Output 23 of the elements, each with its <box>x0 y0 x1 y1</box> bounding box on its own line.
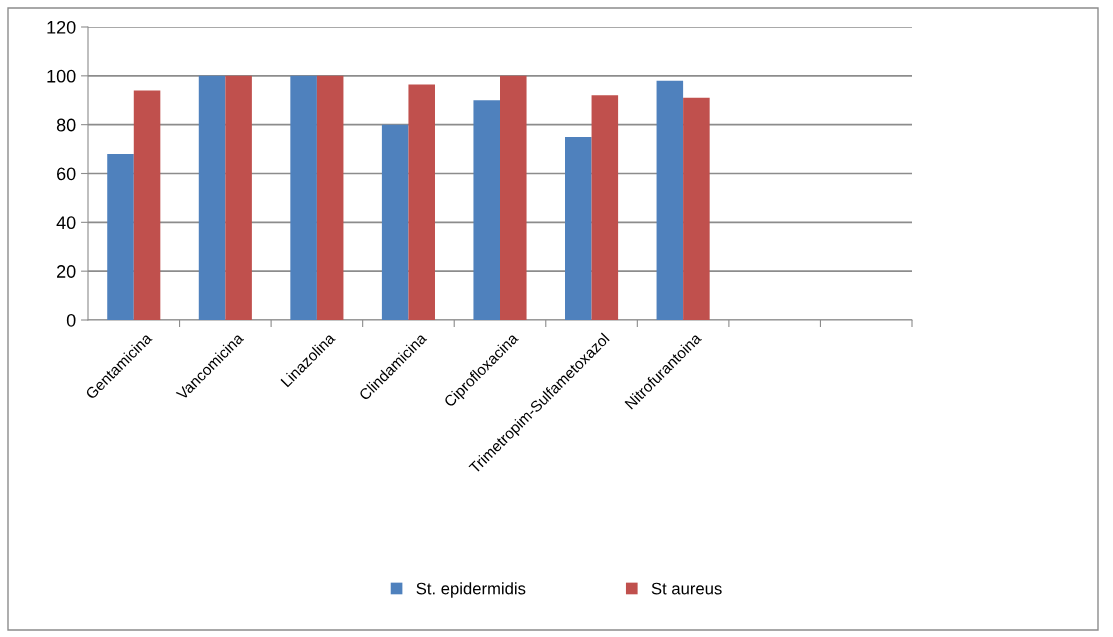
y-tick-label: 80 <box>56 118 76 132</box>
bar <box>656 80 684 320</box>
bar <box>198 75 226 320</box>
bar <box>107 153 134 320</box>
bar <box>591 95 619 320</box>
bar <box>290 75 317 320</box>
legend-label: St aureus <box>651 582 722 595</box>
bar <box>565 136 592 320</box>
bar <box>473 100 500 320</box>
bar <box>225 75 252 320</box>
legend-label: St. epidermidis <box>416 582 526 598</box>
y-tick-label: 100 <box>47 69 76 83</box>
y-tick-label: 0 <box>66 313 76 327</box>
bar <box>408 84 435 320</box>
bar <box>500 75 527 320</box>
bar <box>683 97 710 320</box>
bar <box>316 75 344 320</box>
y-tick-label: 20 <box>57 265 76 278</box>
y-tick-label: 40 <box>56 216 76 230</box>
bar <box>381 124 409 320</box>
y-tick-label: 60 <box>57 167 76 181</box>
y-tick-label: 120 <box>47 20 76 34</box>
bar <box>133 90 161 320</box>
